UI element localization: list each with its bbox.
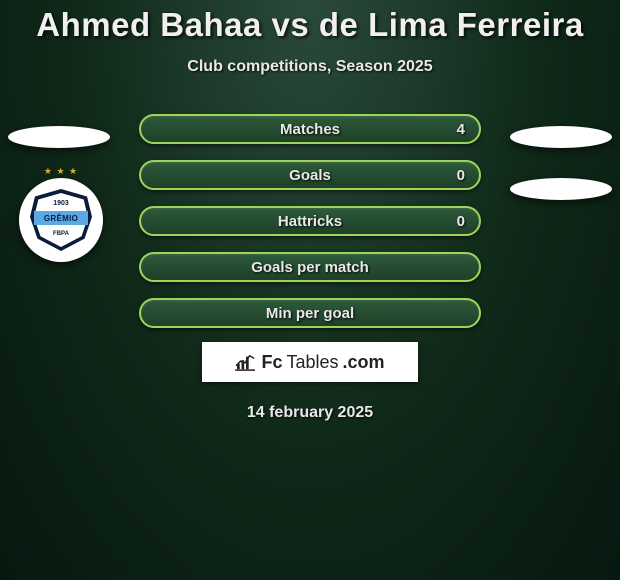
stat-label: Goals [289,167,331,184]
stat-label: Hattricks [278,213,342,230]
crest-name: GRÊMIO [44,214,78,223]
stat-label: Min per goal [266,305,354,322]
comparison-infographic: Ahmed Bahaa vs de Lima Ferreira Club com… [0,0,620,580]
crest-sub: FBPA [30,231,92,237]
brand-prefix: Fc [261,352,282,373]
brand-main: Tables [286,352,338,373]
player-placeholder-right-2 [510,178,612,200]
crest-stars-icon: ★ ★ ★ [19,166,103,177]
subtitle: Club competitions, Season 2025 [0,58,620,76]
stat-row-min-per-goal: Min per goal [139,298,481,328]
stat-label: Matches [280,121,340,138]
crest-circle: ★ ★ ★ 1903 GRÊMIO FBPA [19,178,103,262]
player-placeholder-right-1 [510,126,612,148]
stat-right-value: 4 [457,121,465,138]
stat-right-value: 0 [457,167,465,184]
club-logo: ★ ★ ★ 1903 GRÊMIO FBPA [19,178,103,262]
stat-row-goals: Goals 0 [139,160,481,190]
player-placeholder-left [8,126,110,148]
crest-shield: 1903 GRÊMIO FBPA [30,189,92,251]
date-label: 14 february 2025 [0,404,620,422]
stat-row-matches: Matches 4 [139,114,481,144]
brand-suffix: .com [343,352,385,373]
stat-row-goals-per-match: Goals per match [139,252,481,282]
page-title: Ahmed Bahaa vs de Lima Ferreira [0,0,620,44]
stat-right-value: 0 [457,213,465,230]
crest-year: 1903 [30,200,92,207]
stat-row-hattricks: Hattricks 0 [139,206,481,236]
branding-badge: FcTables.com [202,342,418,382]
chart-icon [235,353,257,371]
stat-label: Goals per match [251,259,369,276]
